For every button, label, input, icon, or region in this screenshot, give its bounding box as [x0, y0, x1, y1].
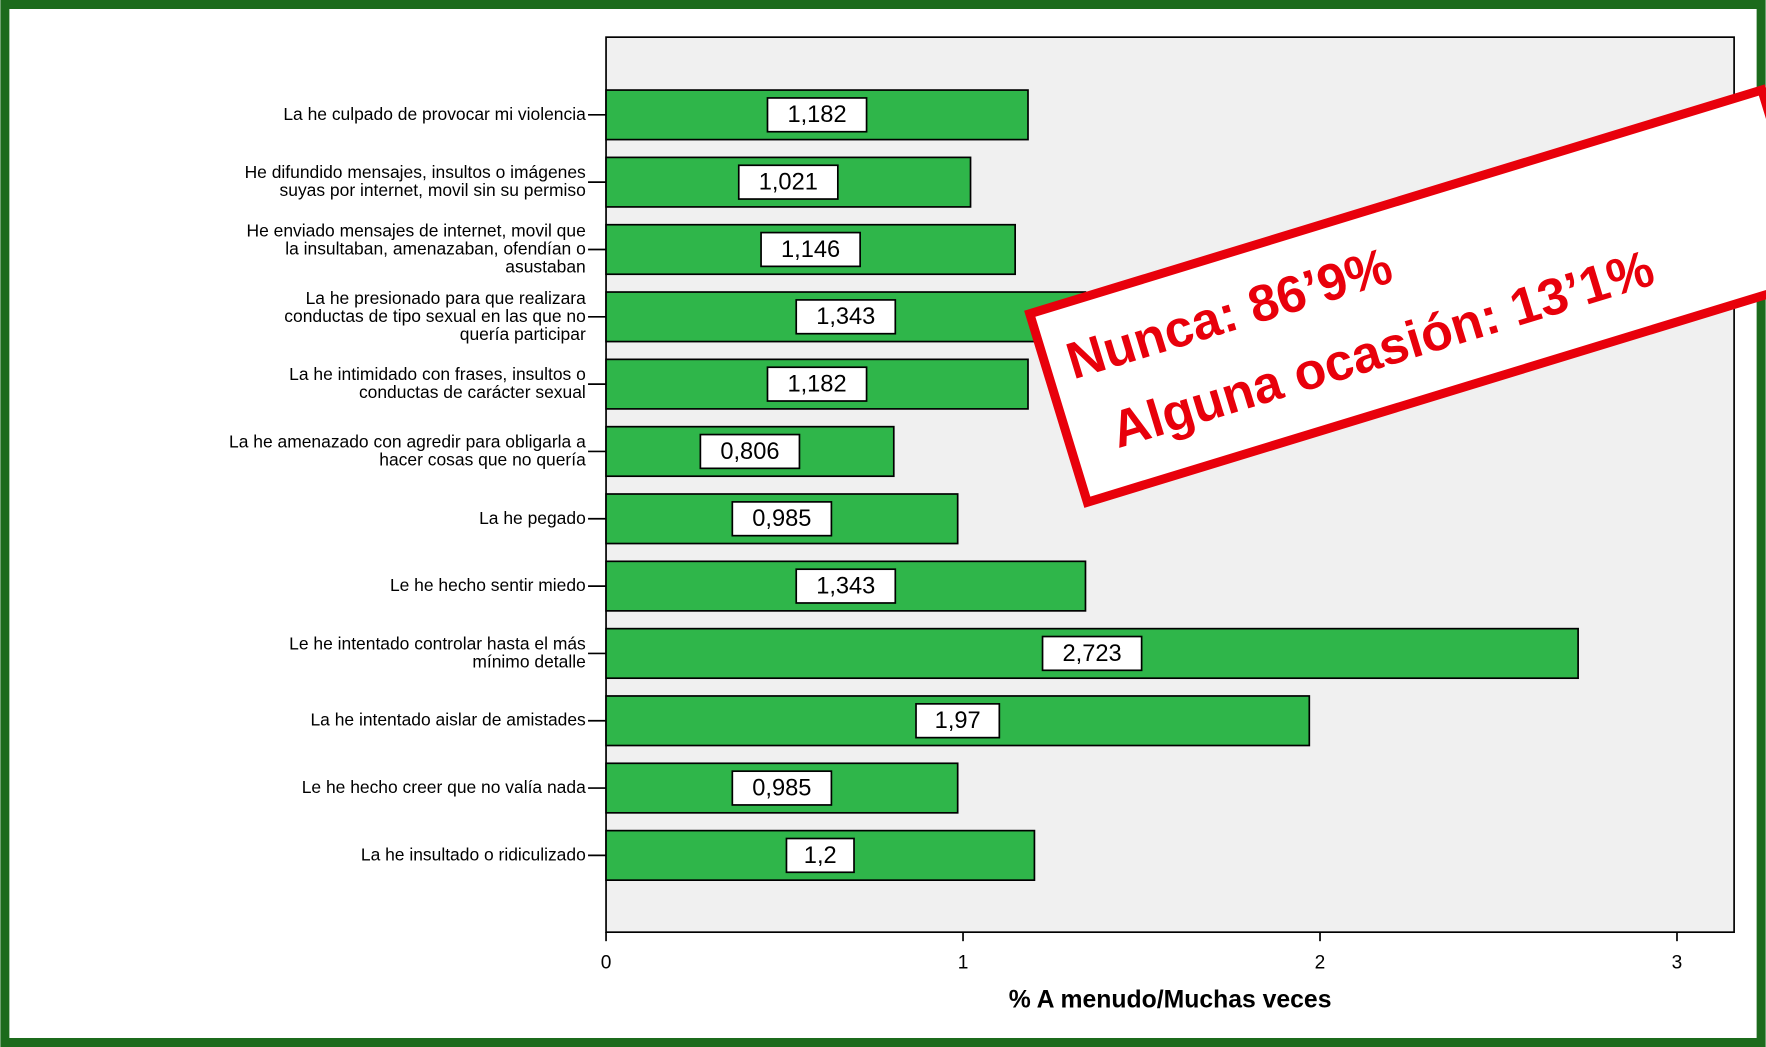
value-label: 0,985 — [731, 501, 833, 537]
y-tick-label: Le he hecho creer que no valía nada — [302, 777, 586, 797]
y-tick-label: La he culpado de provocar mi violencia — [283, 103, 586, 123]
value-label-box — [766, 97, 868, 133]
value-label-text: 1,343 — [816, 573, 875, 599]
y-tick-label: He difundido mensajes, insultos o imágen… — [245, 162, 586, 200]
value-label: 1,343 — [795, 568, 897, 604]
value-label: 1,146 — [760, 231, 861, 268]
value-label: 1,97 — [915, 703, 1001, 739]
value-label-text: 1,146 — [781, 237, 840, 263]
y-tick-label: He enviado mensajes de internet, movil q… — [247, 220, 586, 276]
value-label-box — [737, 164, 839, 200]
value-label-box — [795, 299, 897, 335]
value-label: 0,985 — [731, 770, 833, 806]
value-label: 1,182 — [766, 366, 868, 402]
value-label-box — [915, 703, 1001, 739]
y-tick-label: La he intentado aislar de amistades — [310, 709, 586, 729]
value-label-box — [699, 433, 801, 470]
value-label-text: 1,2 — [804, 843, 837, 869]
value-label-text: 1,021 — [759, 170, 818, 196]
value-label: 1,182 — [766, 97, 868, 133]
value-label-box — [760, 231, 861, 268]
value-label-text: 1,97 — [935, 708, 981, 734]
value-label-text: 2,723 — [1063, 641, 1122, 667]
value-label-box — [731, 501, 833, 537]
y-tick-label: La he insultado o ridiculizado — [361, 844, 586, 864]
value-label-text: 0,985 — [752, 506, 811, 532]
x-tick-label: 0 — [601, 953, 612, 974]
y-tick-label: La he pegado — [479, 507, 586, 527]
x-tick-label: 3 — [1672, 953, 1683, 974]
x-tick-label: 1 — [958, 953, 969, 974]
value-label-box — [731, 770, 833, 806]
value-label-box — [766, 366, 868, 402]
value-label-text: 0,806 — [720, 439, 779, 465]
annotation-box — [1024, 84, 1766, 508]
value-label: 1,2 — [785, 837, 855, 874]
x-tick-label: 2 — [1315, 953, 1326, 974]
y-tick-label: La he amenazado con agredir para obligar… — [229, 431, 586, 469]
value-label: 1,343 — [795, 299, 897, 335]
x-axis-label: % A menudo/Muchas veces — [1009, 986, 1332, 1013]
y-tick-label: La he presionado para que realizara condu… — [284, 287, 586, 343]
value-label-box — [785, 837, 855, 874]
value-label: 0,806 — [699, 433, 801, 470]
value-label-box — [795, 568, 897, 604]
y-tick-label: Le he hecho sentir miedo — [390, 575, 586, 595]
value-label-text: 0,985 — [752, 775, 811, 801]
value-label: 1,021 — [737, 164, 839, 200]
value-label-text: 1,343 — [816, 304, 875, 330]
value-label-box — [1041, 635, 1143, 672]
value-label: 2,723 — [1041, 635, 1143, 672]
y-tick-label: Le he intentado controlar hasta el más mí… — [289, 633, 586, 671]
value-label-text: 1,182 — [787, 372, 846, 398]
value-label-text: 1,182 — [787, 102, 846, 128]
